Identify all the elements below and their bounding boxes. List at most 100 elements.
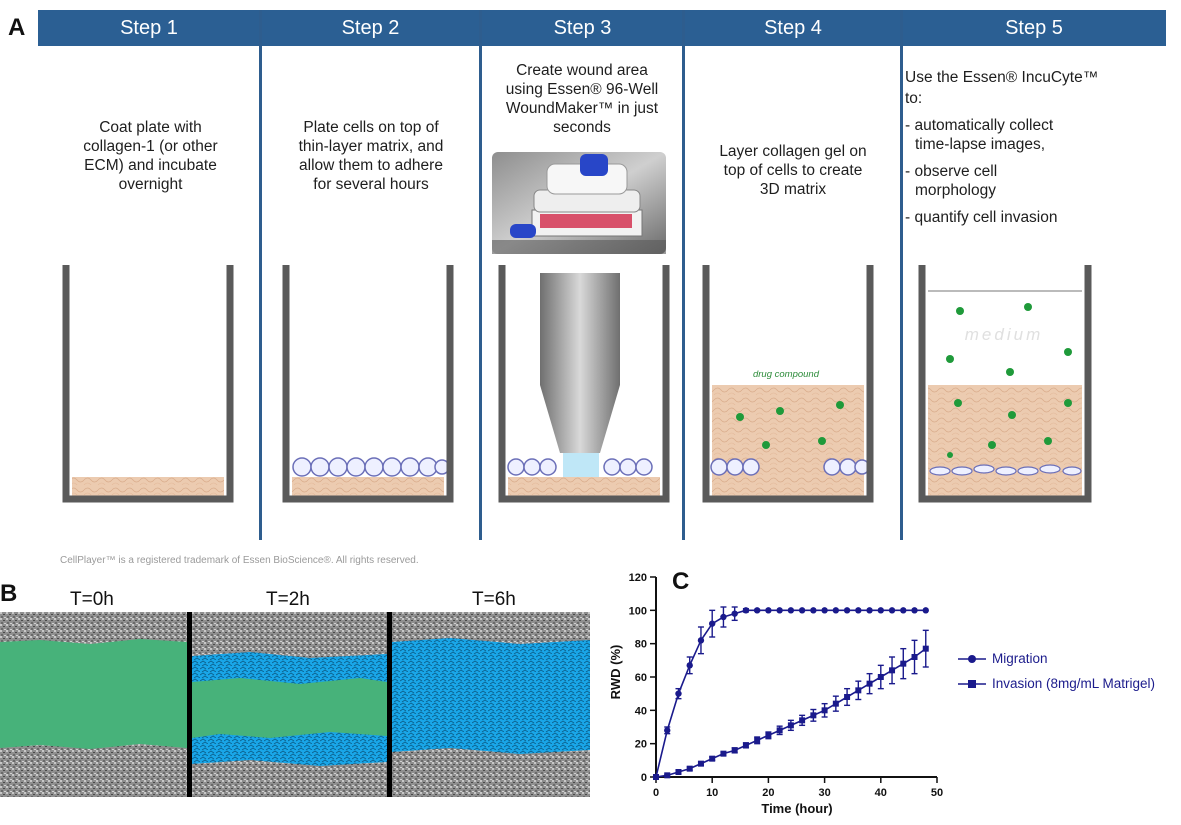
- y-tick-label: 120: [629, 572, 647, 584]
- data-point-migration: [753, 607, 761, 614]
- data-point-invasion: [832, 700, 839, 707]
- step-divider: [682, 10, 685, 540]
- legend-label-invasion: Invasion (8mg/mL Matrigel): [992, 676, 1156, 691]
- timepoint-0h-label: T=0h: [70, 589, 114, 610]
- data-point-migration: [787, 607, 795, 614]
- legend-marker-migration: [958, 655, 986, 663]
- chart-axes: 0 20 40 60 80 100 120 0 10 20 30 40 50: [629, 572, 943, 799]
- y-tick-label: 60: [635, 672, 647, 684]
- data-point-migration: [742, 607, 750, 614]
- data-point-migration: [765, 607, 772, 614]
- data-point-migration: [675, 690, 682, 697]
- data-point-migration: [821, 607, 828, 614]
- y-tick-label: 20: [635, 739, 647, 751]
- scratch-wound-images: [0, 612, 590, 797]
- chart-series: [652, 606, 929, 781]
- step-divider: [259, 10, 262, 540]
- data-point-invasion: [787, 722, 794, 729]
- data-point-invasion: [776, 727, 783, 734]
- data-point-invasion: [889, 667, 896, 674]
- data-point-migration: [900, 607, 907, 614]
- well-diagrams: drug compound medium: [62, 265, 1092, 503]
- timepoint-6h-label: T=6h: [472, 589, 516, 610]
- data-point-migration: [922, 607, 929, 614]
- step-3-title: Step 3: [553, 17, 612, 39]
- step-divider: [900, 10, 903, 540]
- step-2-description: Plate cells on top of thin-layer matrix, …: [298, 119, 444, 193]
- series-line-migration: [655, 609, 926, 778]
- rwd-chart: 0 20 40 60 80 100 120 0 10 20 30 40 50 RWD (%) Time …: [608, 572, 943, 816]
- data-point-invasion: [765, 732, 772, 739]
- step-2-title: Step 2: [341, 17, 400, 39]
- data-point-invasion: [866, 680, 873, 687]
- data-point-migration: [709, 620, 716, 627]
- data-point-invasion: [697, 760, 704, 767]
- data-point-migration: [731, 610, 738, 617]
- data-point-invasion: [720, 750, 727, 757]
- step-5-title: Step 5: [1005, 17, 1063, 39]
- panel-label-b: B: [0, 580, 18, 607]
- data-point-migration: [866, 607, 873, 614]
- y-tick-label: 80: [635, 639, 647, 651]
- step-3-description: Create wound area using Essen® 96-Well Wou…: [505, 62, 659, 136]
- y-tick-label: 40: [635, 705, 647, 717]
- data-point-invasion: [877, 674, 884, 680]
- data-point-migration: [664, 727, 671, 734]
- step-4-title: Step 4: [764, 17, 822, 39]
- series-line-invasion: [655, 648, 927, 778]
- steps-header-bar: Step 1 Step 2 Step 3 Step 4 Step 5: [38, 10, 1166, 46]
- drug-compound-label: drug compound: [753, 369, 820, 380]
- step-1-description: Coat plate with collagen-1 (or other ECM) …: [83, 119, 218, 193]
- y-tick-label: 0: [641, 772, 647, 784]
- step-divider: [479, 10, 482, 540]
- legend-marker-invasion: [958, 680, 986, 688]
- data-point-invasion: [810, 712, 817, 719]
- data-point-invasion: [922, 645, 929, 652]
- well-step-4: drug compound: [702, 265, 874, 503]
- data-point-migration: [911, 607, 918, 614]
- data-point-migration: [855, 607, 862, 614]
- x-axis-label: Time (hour): [761, 801, 832, 816]
- x-tick-label: 20: [762, 787, 774, 799]
- data-point-migration: [798, 607, 806, 614]
- image-t0: [0, 612, 187, 797]
- x-tick-label: 10: [706, 787, 718, 799]
- timepoint-2h-label: T=2h: [266, 589, 310, 610]
- panel-label-a: A: [8, 14, 26, 41]
- data-point-invasion: [709, 755, 716, 762]
- x-tick-label: 0: [653, 787, 659, 799]
- data-point-invasion: [742, 742, 749, 749]
- x-tick-label: 30: [818, 787, 830, 799]
- step-4-description: Layer collagen gel on top of cells to cre…: [719, 143, 867, 198]
- trademark-footnote: CellPlayer™ is a registered trademark of…: [60, 555, 419, 566]
- data-point-invasion: [900, 660, 907, 667]
- woundmaker-photo: [492, 152, 666, 254]
- well-step-1: [62, 265, 234, 503]
- data-point-invasion: [844, 694, 851, 700]
- data-point-invasion: [821, 707, 828, 714]
- image-t2: [192, 612, 387, 797]
- x-tick-label: 50: [931, 787, 943, 799]
- data-point-invasion: [675, 769, 682, 775]
- x-tick-label: 40: [875, 787, 887, 799]
- data-point-migration: [697, 637, 705, 644]
- image-t6: [392, 612, 590, 797]
- well-step-3: [498, 265, 670, 503]
- data-point-invasion: [664, 772, 671, 779]
- data-point-migration: [686, 662, 693, 669]
- data-point-invasion: [911, 654, 918, 660]
- data-point-invasion: [754, 737, 761, 744]
- legend-label-migration: Migration: [992, 651, 1048, 666]
- panel-label-c: C: [672, 568, 690, 595]
- data-point-invasion: [731, 747, 738, 754]
- data-point-migration: [720, 613, 727, 621]
- data-point-migration: [776, 607, 783, 614]
- y-axis-label: RWD (%): [608, 645, 623, 700]
- medium-label: medium: [965, 325, 1043, 344]
- data-point-migration: [888, 607, 896, 614]
- step-5-description: Use the Essen® IncuCyte™ to: - automatic…: [905, 69, 1099, 226]
- data-point-invasion: [653, 774, 659, 780]
- y-tick-label: 100: [629, 605, 647, 617]
- step-1-title: Step 1: [120, 17, 178, 39]
- data-point-migration: [832, 607, 840, 614]
